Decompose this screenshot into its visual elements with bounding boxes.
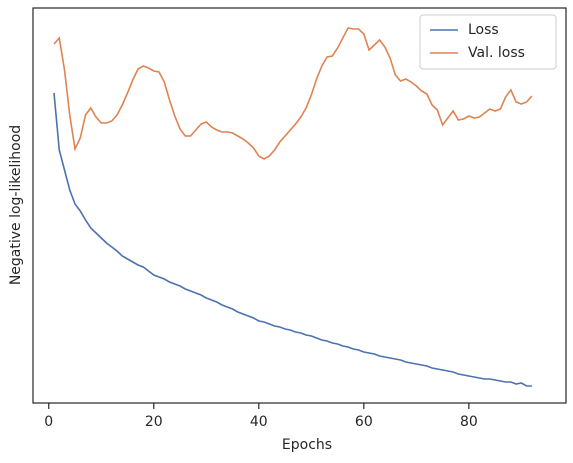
y-axis-label: Negative log-likelihood bbox=[8, 125, 24, 285]
x-tick-label: 0 bbox=[44, 414, 53, 430]
plot-frame bbox=[32, 7, 567, 404]
x-axis-label: Epochs bbox=[282, 437, 332, 453]
x-tick-label: 60 bbox=[355, 414, 373, 430]
x-tick-label: 20 bbox=[145, 414, 163, 430]
x-tick-label: 80 bbox=[460, 414, 478, 430]
line-series bbox=[53, 27, 533, 160]
line-series bbox=[53, 92, 532, 387]
x-tick-label: 40 bbox=[250, 414, 268, 430]
legend-box bbox=[419, 14, 557, 70]
legend-label: Val. loss bbox=[468, 45, 525, 61]
legend: Loss Val. loss bbox=[419, 14, 557, 70]
legend-label: Loss bbox=[468, 22, 499, 38]
